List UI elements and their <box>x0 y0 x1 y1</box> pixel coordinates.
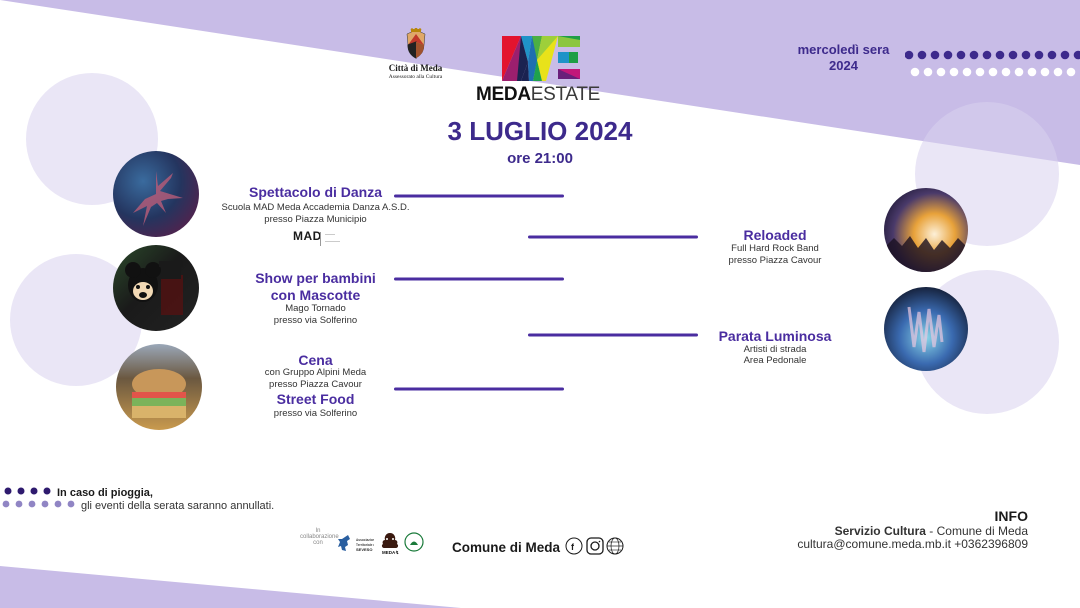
svg-text:SEVESO: SEVESO <box>356 547 372 552</box>
svg-text:MEDA↯: MEDA↯ <box>382 550 399 555</box>
svg-text:Associazione: Associazione <box>356 538 374 542</box>
svg-text:f: f <box>571 542 575 552</box>
